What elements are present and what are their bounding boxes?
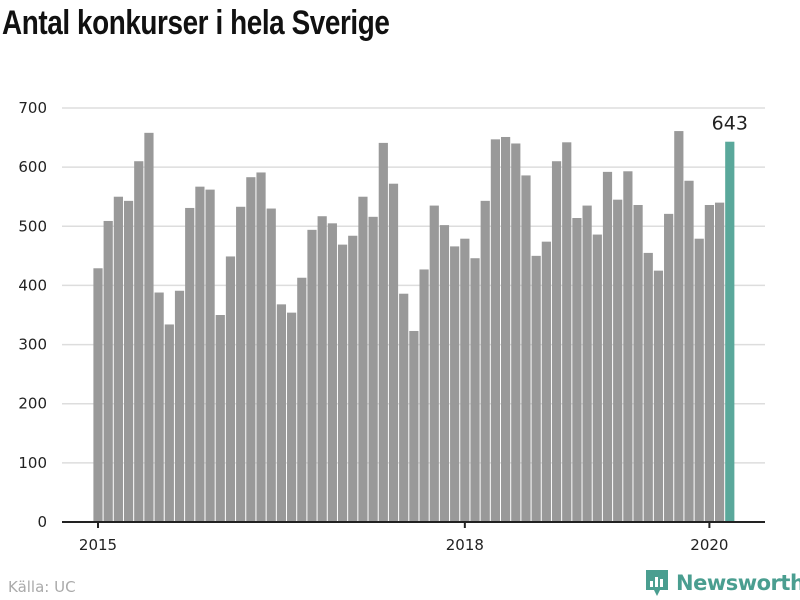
- bar: [205, 189, 215, 523]
- bar: [256, 172, 266, 523]
- bar: [643, 252, 653, 522]
- chart-title: Antal konkurser i hela Sverige: [2, 4, 390, 42]
- bar: [694, 238, 704, 522]
- bar: [541, 241, 551, 523]
- bar: [134, 161, 144, 522]
- bar: [592, 234, 602, 522]
- bar: [613, 199, 623, 522]
- bar: [317, 216, 327, 522]
- highlight-value-label: 643: [712, 113, 748, 135]
- bar: [93, 268, 103, 522]
- x-tick-label: 2020: [690, 536, 728, 554]
- bar: [562, 142, 572, 522]
- bar: [103, 220, 113, 522]
- bar: [378, 142, 388, 522]
- bar: [511, 143, 521, 522]
- bar: [358, 196, 368, 522]
- y-tick-label: 300: [18, 336, 47, 354]
- y-tick-label: 700: [18, 99, 47, 117]
- x-tick-label: 2015: [79, 536, 117, 554]
- y-tick-label: 600: [18, 158, 47, 176]
- bar: [531, 255, 541, 522]
- bar: [174, 290, 185, 522]
- bar: [521, 175, 531, 522]
- newsworthy-logo-text: Newsworthy: [676, 571, 800, 595]
- bar: [195, 186, 205, 522]
- x-tick-label: 2018: [446, 536, 484, 554]
- bar: [297, 277, 307, 522]
- bar: [348, 235, 358, 522]
- bar: [287, 312, 297, 522]
- bar: [480, 200, 490, 522]
- bar: [185, 207, 195, 523]
- y-tick-label: 500: [18, 217, 47, 235]
- bar: [674, 131, 684, 522]
- bar: [215, 315, 225, 522]
- bar: [460, 238, 470, 522]
- bar: [266, 208, 276, 523]
- bar: [409, 330, 419, 522]
- bar: [684, 180, 694, 522]
- y-tick-label: 200: [18, 395, 47, 413]
- bar: [337, 244, 348, 522]
- bar: [154, 292, 164, 522]
- bar: [490, 139, 501, 523]
- bar: [276, 304, 287, 522]
- bar: [633, 204, 643, 522]
- newsworthy-logo[interactable]: Newsworthy: [644, 568, 800, 598]
- bar: [307, 229, 317, 522]
- bar: [368, 216, 378, 522]
- y-tick-label: 100: [18, 454, 47, 472]
- bar: [623, 171, 633, 523]
- bar: [501, 136, 511, 523]
- bar: [572, 218, 582, 522]
- bar: [225, 256, 236, 522]
- y-tick-label: 0: [37, 513, 47, 531]
- bar: [714, 202, 725, 522]
- bar: [419, 269, 429, 522]
- bar: [236, 206, 246, 523]
- source-label: Källa: UC: [8, 578, 76, 596]
- bar: [246, 177, 256, 522]
- bar: [582, 205, 592, 523]
- bar: [704, 204, 714, 522]
- bar: [327, 223, 337, 523]
- newsworthy-logo-icon: [646, 570, 668, 596]
- bar: [439, 225, 450, 523]
- bar: [450, 246, 460, 522]
- bar: [123, 200, 134, 522]
- bar: [429, 205, 439, 523]
- bar: [164, 324, 174, 522]
- bar: [602, 171, 613, 523]
- bar: [399, 293, 409, 522]
- bar: [388, 183, 399, 522]
- bar: [113, 196, 123, 522]
- y-tick-label: 400: [18, 276, 47, 294]
- bar: [144, 132, 154, 522]
- bar: [653, 270, 664, 522]
- bar: [664, 213, 674, 522]
- bar: [551, 161, 562, 522]
- bar: [470, 258, 480, 522]
- highlight-bar: [725, 141, 735, 522]
